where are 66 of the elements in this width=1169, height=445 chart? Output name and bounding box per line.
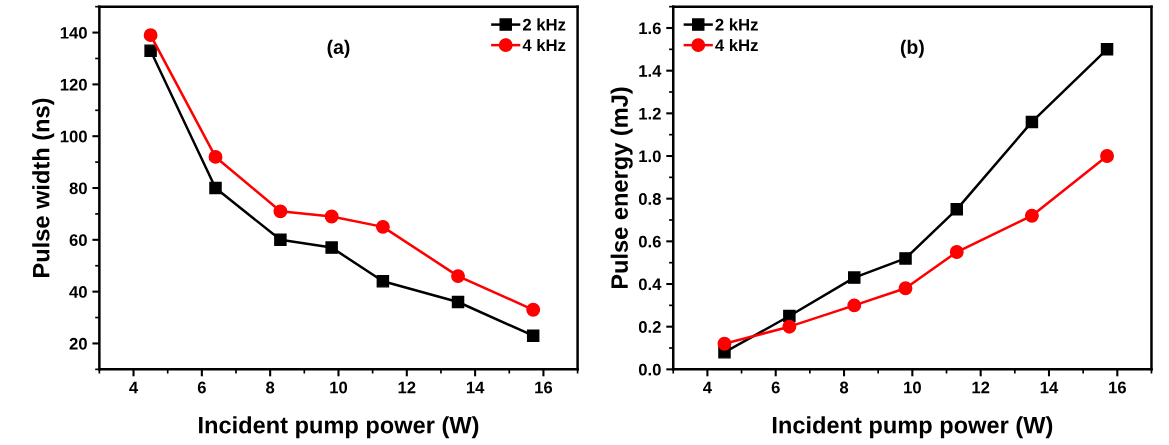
y-tick-label: 0.8 bbox=[638, 193, 661, 205]
point bbox=[451, 269, 465, 284]
point bbox=[274, 233, 287, 247]
y-tick-label: 0.6 bbox=[638, 235, 661, 248]
y-tick-label: 1.4 bbox=[639, 65, 662, 77]
point bbox=[273, 204, 288, 219]
x-tick-label: 14 bbox=[466, 381, 485, 394]
point bbox=[143, 28, 158, 43]
point bbox=[949, 245, 964, 259]
point bbox=[526, 329, 540, 342]
x-tick-label: 12 bbox=[398, 381, 416, 394]
y-tick-label: 1.2 bbox=[639, 107, 661, 120]
x-tick-label: 4 bbox=[703, 381, 712, 394]
y-axis-title: Pulse width (ns) bbox=[32, 98, 55, 277]
annotation: (b) bbox=[900, 39, 924, 58]
point bbox=[376, 275, 390, 288]
point bbox=[717, 336, 732, 351]
point bbox=[209, 181, 222, 195]
point bbox=[899, 252, 912, 265]
annotation: (a) bbox=[327, 39, 350, 58]
x-tick-label: 6 bbox=[771, 381, 780, 394]
point bbox=[451, 295, 465, 309]
point bbox=[1024, 208, 1039, 223]
x-tick-label: 4 bbox=[129, 381, 139, 394]
point bbox=[1100, 149, 1115, 163]
point bbox=[782, 319, 797, 334]
y-tick-label: 80 bbox=[69, 182, 87, 195]
x-tick-label: 6 bbox=[197, 381, 206, 394]
y-tick-label: 120 bbox=[60, 78, 87, 91]
x-tick-label: 10 bbox=[904, 381, 921, 394]
point bbox=[1100, 43, 1114, 56]
y-tick-label: 20 bbox=[69, 337, 87, 350]
point bbox=[526, 302, 541, 317]
point bbox=[847, 298, 862, 313]
x-tick-label: 8 bbox=[839, 381, 849, 394]
legend-label: 4 kHz bbox=[715, 38, 758, 51]
x-tick-label: 8 bbox=[266, 381, 275, 394]
y-tick-label: 0.2 bbox=[638, 321, 661, 333]
x-tick-label: 12 bbox=[972, 381, 990, 394]
legend-label: 4 kHz bbox=[522, 38, 566, 51]
point bbox=[1025, 115, 1039, 129]
y-tick-label: 40 bbox=[69, 286, 87, 298]
point bbox=[898, 281, 913, 296]
x-tick-label: 16 bbox=[1109, 381, 1126, 394]
legend-label: 2 kHz bbox=[715, 18, 758, 31]
point bbox=[848, 271, 861, 284]
x-axis-title: Incident pump power (W) bbox=[772, 416, 1053, 439]
point bbox=[208, 149, 223, 164]
point bbox=[950, 203, 964, 216]
y-axis-title: Pulse energy (mJ) bbox=[610, 87, 633, 289]
x-tick-label: 16 bbox=[535, 381, 553, 394]
point bbox=[324, 209, 339, 224]
x-tick-label: 10 bbox=[330, 381, 348, 394]
x-axis-title: Incident pump power (W) bbox=[199, 416, 479, 439]
y-tick-label: 0.4 bbox=[638, 278, 662, 291]
y-tick-label: 1.6 bbox=[639, 22, 661, 35]
y-tick-label: 100 bbox=[60, 130, 87, 143]
legend-label: 2 kHz bbox=[522, 18, 566, 31]
point bbox=[325, 241, 338, 254]
y-tick-label: 60 bbox=[69, 234, 87, 247]
point bbox=[144, 44, 157, 57]
point bbox=[375, 219, 390, 234]
y-tick-label: 1.0 bbox=[639, 150, 661, 163]
x-tick-label: 14 bbox=[1040, 381, 1059, 394]
y-tick-label: 0.0 bbox=[638, 363, 661, 376]
y-tick-label: 140 bbox=[60, 26, 87, 39]
